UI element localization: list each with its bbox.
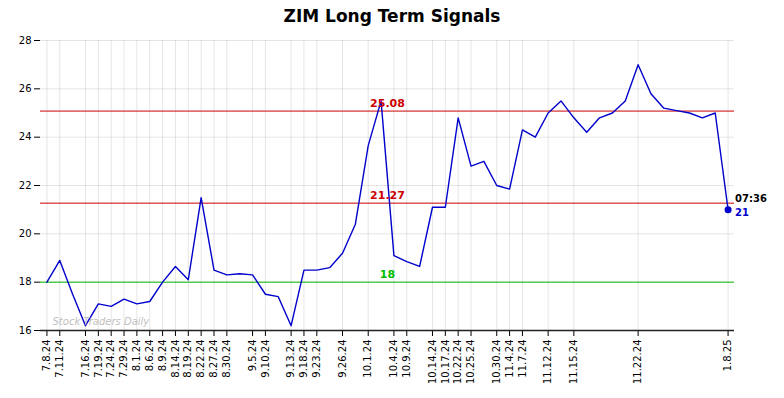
svg-text:1.8.25: 1.8.25 [722,340,733,372]
svg-text:10.17.24: 10.17.24 [440,340,451,385]
svg-text:10.9.24: 10.9.24 [401,340,412,378]
svg-text:11.4.24: 11.4.24 [504,340,515,378]
svg-text:25.08: 25.08 [370,97,405,110]
svg-text:18: 18 [380,268,395,281]
svg-text:9.26.24: 9.26.24 [337,340,348,378]
svg-text:21: 21 [735,207,749,218]
svg-text:22: 22 [19,180,32,191]
svg-text:26: 26 [19,83,32,94]
svg-text:7.11.24: 7.11.24 [54,340,65,378]
svg-text:11.22.24: 11.22.24 [632,340,643,385]
svg-text:8.27.24: 8.27.24 [208,340,219,378]
svg-text:10.22.24: 10.22.24 [452,340,463,385]
svg-text:8.9.24: 8.9.24 [157,340,168,372]
svg-text:9.5.24: 9.5.24 [247,340,258,372]
svg-text:28: 28 [19,35,32,46]
svg-text:11.12.24: 11.12.24 [542,340,553,385]
html-text:ZIM Long Term Signals: ZIM Long Term Signals [283,6,501,26]
svg-text:18: 18 [19,276,32,287]
svg-text:8.14.24: 8.14.24 [170,340,181,378]
svg-text:11.15.24: 11.15.24 [568,340,579,385]
svg-text:7.29.24: 7.29.24 [118,340,129,378]
svg-text:Stock Traders Daily: Stock Traders Daily [53,316,151,327]
svg-text:7.16.24: 7.16.24 [80,340,91,378]
svg-text:7.19.24: 7.19.24 [93,340,104,378]
svg-text:20: 20 [19,228,32,239]
svg-text:8.6.24: 8.6.24 [144,340,155,372]
svg-text:10.1.24: 10.1.24 [362,340,373,378]
svg-text:24: 24 [19,131,32,142]
svg-text:9.23.24: 9.23.24 [311,340,322,378]
svg-text:9.18.24: 9.18.24 [298,340,309,378]
svg-text:7.24.24: 7.24.24 [105,340,116,378]
svg-text:8.1.24: 8.1.24 [131,340,142,372]
svg-text:10.30.24: 10.30.24 [491,340,502,385]
svg-text:10.4.24: 10.4.24 [388,340,399,378]
svg-text:21.27: 21.27 [370,189,405,202]
svg-text:16: 16 [19,325,32,336]
svg-text:8.30.24: 8.30.24 [221,340,232,378]
svg-text:10.14.24: 10.14.24 [427,340,438,385]
svg-text:07:36: 07:36 [735,193,767,204]
svg-text:11.7.24: 11.7.24 [517,340,528,378]
svg-text:9.13.24: 9.13.24 [285,340,296,378]
svg-text:10.25.24: 10.25.24 [465,340,476,385]
svg-text:8.19.24: 8.19.24 [182,340,193,378]
svg-text:9.10.24: 9.10.24 [260,340,271,378]
svg-text:7.8.24: 7.8.24 [41,340,52,372]
svg-text:8.22.24: 8.22.24 [195,340,206,378]
